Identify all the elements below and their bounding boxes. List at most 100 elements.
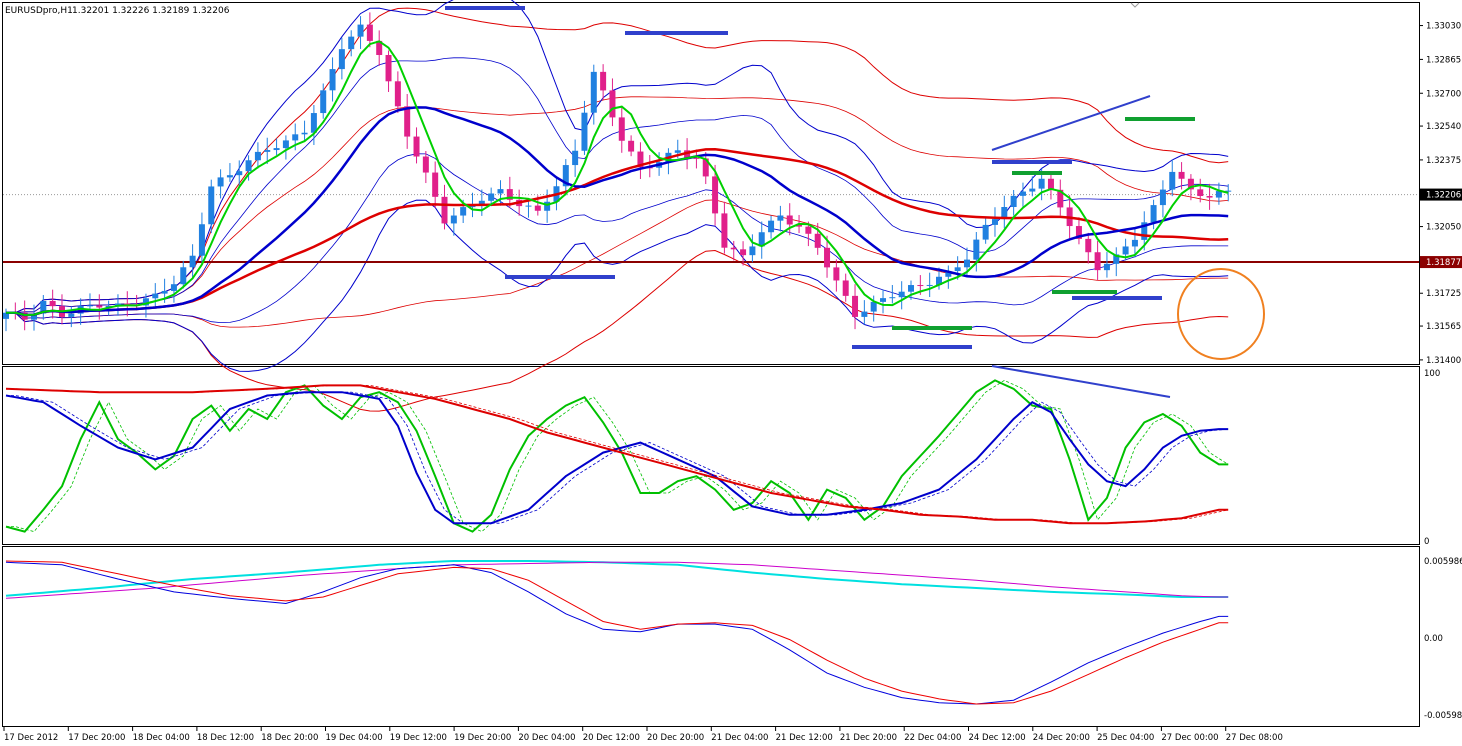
candle-body <box>880 298 887 302</box>
price-panel[interactable] <box>3 0 1419 412</box>
candle-body <box>1178 171 1185 179</box>
stoch-divergence-line[interactable] <box>991 365 1171 398</box>
macd-tick-label: -0.005986 <box>1424 711 1462 721</box>
candle-body <box>1131 239 1138 247</box>
axis-labels: 1.33030 1.32865 1.32700 1.32540 1.32375 1.320… <box>1419 22 1462 721</box>
candle-body <box>30 313 37 320</box>
candle-body <box>898 291 905 298</box>
macd-panel-frame <box>2 546 1420 727</box>
candle-body <box>796 224 803 227</box>
candle-body <box>581 112 588 151</box>
time-tick-label: 21 Dec 04:00 <box>711 733 768 743</box>
macd-panel[interactable] <box>5 560 1229 705</box>
time-tick-label: 24 Dec 12:00 <box>969 733 1026 743</box>
time-tick-label: 21 Dec 12:00 <box>776 733 833 743</box>
candle-body <box>963 259 970 268</box>
price-tick-label: 1.32375 <box>1426 156 1461 166</box>
candle-body <box>49 300 56 307</box>
candle-body <box>301 132 308 135</box>
candle-body <box>870 301 877 312</box>
time-tick-label: 19 Dec 12:00 <box>390 733 447 743</box>
candle-body <box>152 293 159 299</box>
macd-red <box>5 560 1229 705</box>
candle-body <box>628 140 635 152</box>
candle-body <box>1159 189 1166 206</box>
candle-body <box>768 220 775 233</box>
candle-body <box>1010 195 1017 208</box>
candle-body <box>861 311 868 317</box>
candle-body <box>833 267 840 281</box>
candle-body <box>236 171 243 176</box>
candle-body <box>674 150 681 153</box>
candle-body <box>497 189 504 194</box>
candle-body <box>712 176 719 214</box>
candle-body <box>544 201 551 211</box>
stochastic-panel[interactable] <box>5 365 1229 533</box>
candle-body <box>749 246 756 256</box>
candle-body <box>68 313 75 317</box>
candle-body <box>954 267 961 272</box>
candle-body <box>1075 226 1082 239</box>
candle-body <box>926 284 933 286</box>
candle-body <box>702 158 709 177</box>
stoch-slow-red <box>5 384 1229 525</box>
candle-body <box>254 151 261 161</box>
candle-body <box>991 219 998 225</box>
candle-body <box>618 117 625 141</box>
price-panel-frame <box>2 2 1420 365</box>
candle-body <box>1141 222 1148 240</box>
candle-body <box>777 215 784 221</box>
time-tick-label: 20 Dec 20:00 <box>647 733 704 743</box>
candle-body <box>450 215 457 224</box>
candle-body <box>488 193 495 201</box>
time-tick-label: 20 Dec 04:00 <box>518 733 575 743</box>
annotation-circle[interactable] <box>1177 268 1265 360</box>
candle-body <box>432 172 439 197</box>
candle-body <box>945 271 952 277</box>
annotation-line[interactable] <box>991 95 1151 151</box>
candle-body <box>142 298 149 306</box>
candle-body <box>1057 189 1064 208</box>
candle-body <box>1206 196 1213 198</box>
candle-body <box>786 215 793 225</box>
panel-frames <box>2 2 1420 727</box>
price-tick-label: 1.31725 <box>1426 289 1461 299</box>
time-tick-label: 19 Dec 20:00 <box>454 733 511 743</box>
annotations <box>445 6 1265 360</box>
ma-mid-blue <box>6 106 1229 317</box>
time-tick-label: 17 Dec 20:00 <box>68 733 125 743</box>
chevron-down-icon[interactable] <box>1130 2 1140 8</box>
candle-body <box>1085 238 1092 253</box>
candle-body <box>506 189 513 200</box>
candle-body <box>908 285 915 292</box>
candle-body <box>273 148 280 151</box>
candle-body <box>525 205 532 207</box>
candle-body <box>600 71 607 91</box>
candle-body <box>189 255 196 268</box>
time-tick-label: 18 Dec 04:00 <box>133 733 190 743</box>
stoch-signal-blue <box>5 391 1229 525</box>
time-tick-label: 21 Dec 20:00 <box>840 733 897 743</box>
stoch-fast-green-signal <box>6 379 1229 533</box>
candle-body <box>292 134 299 141</box>
candle-body <box>842 280 849 296</box>
candle-body <box>208 186 215 225</box>
candle-body <box>805 226 812 234</box>
candle-body <box>1169 171 1176 190</box>
candle-body <box>198 224 205 256</box>
candle-body <box>264 150 271 152</box>
symbol-label: EURUSDpro,H1 <box>5 6 73 16</box>
candle-body <box>77 305 84 314</box>
support-price-tag-bg <box>1420 256 1462 269</box>
macd-tick-label: 0.00 <box>1424 634 1443 644</box>
time-tick-label: 27 Dec 00:00 <box>1161 733 1218 743</box>
candle-body <box>740 249 747 256</box>
candle-body <box>124 303 131 305</box>
price-tick-label: 1.32700 <box>1426 89 1461 99</box>
candle-body <box>357 24 364 37</box>
candle-body <box>338 49 345 70</box>
time-tick-label: 18 Dec 20:00 <box>261 733 318 743</box>
support-price-tag: 1.31877 <box>1426 258 1461 268</box>
candle-body <box>814 233 821 248</box>
